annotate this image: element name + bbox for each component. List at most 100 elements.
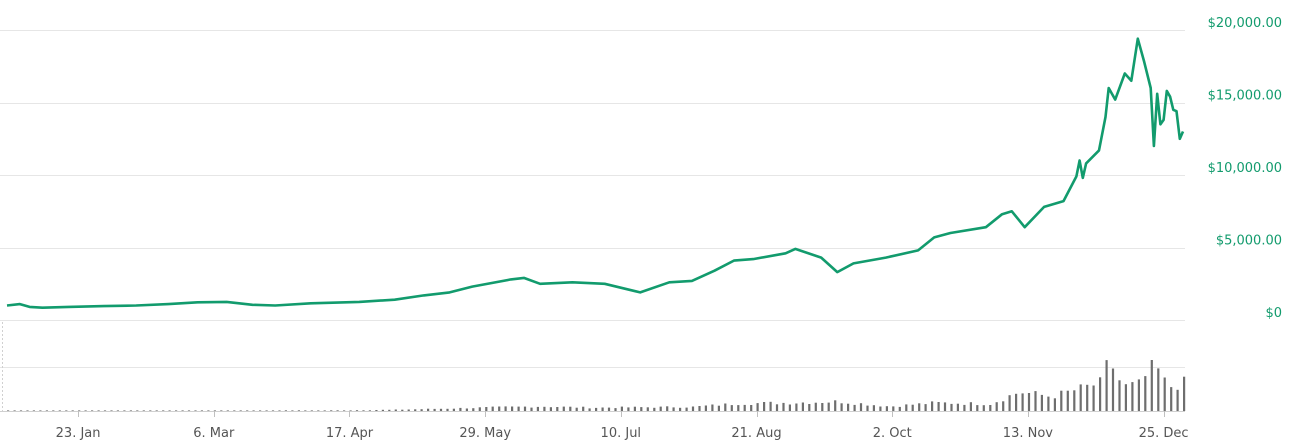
volume-bar (84, 410, 87, 411)
volume-bar (58, 410, 61, 411)
volume-bar (653, 407, 656, 411)
volume-bar (368, 410, 371, 411)
volume-bar (982, 405, 985, 411)
volume-bar (271, 410, 275, 411)
volume-bar (1034, 391, 1037, 411)
volume-bar (291, 410, 294, 411)
volume-bar (963, 404, 966, 411)
volume-bar (103, 410, 107, 411)
y-axis-labels: $0 $5,000.00 $10,000.00 $15,000.00 $20,000.0… (1208, 16, 1282, 321)
volume-bar (685, 407, 688, 411)
volume-bar (407, 409, 410, 411)
volume-bar (1157, 368, 1160, 411)
volume-bar (349, 410, 352, 411)
volume-bar (1131, 382, 1134, 411)
volume-bar (478, 407, 481, 411)
volume-bar (97, 410, 100, 411)
volume-bar (808, 404, 811, 411)
volume-bar (433, 408, 436, 411)
volume-bar (1015, 393, 1018, 411)
volume-bar (556, 407, 559, 411)
volume-bar (110, 410, 113, 411)
volume-bar (937, 402, 940, 411)
volume-bar (52, 410, 55, 411)
volume-bar (847, 403, 850, 411)
volume-bar (381, 409, 384, 411)
volume-bar (627, 407, 630, 411)
volume-bar (1021, 393, 1024, 411)
x-axis-labels: 23. Jan 6. Mar 17. Apr 29. May 10. Jul 21. Au… (56, 426, 1189, 441)
y-tick-label: $0 (1265, 306, 1282, 321)
y-tick-label: $15,000.00 (1208, 89, 1282, 104)
volume-bar (536, 406, 539, 411)
volume-bar (595, 407, 598, 411)
volume-bar (924, 404, 927, 411)
volume-bar (414, 409, 417, 411)
volume-bar (1170, 387, 1173, 411)
volume-bar (872, 405, 875, 411)
volume-bar (801, 402, 804, 411)
volume-bar (614, 408, 617, 411)
volume-bar (1124, 384, 1127, 411)
volume-bar (1027, 393, 1031, 411)
volume-bar (523, 406, 527, 411)
volume-bar (362, 410, 365, 411)
volume-bar (517, 406, 520, 411)
volume-bar (136, 410, 139, 411)
volume-bar (1079, 384, 1082, 411)
volume-bar (459, 407, 462, 411)
volume-bar (931, 401, 934, 411)
volume-bar (743, 404, 746, 411)
volume-bar (672, 407, 675, 411)
volume-bar (956, 403, 959, 411)
volume-bar (465, 408, 468, 411)
volume-bar (485, 407, 488, 411)
volume-bar (601, 407, 604, 411)
volume-bar (207, 410, 210, 411)
volume-bar (149, 410, 152, 411)
volume-bar (814, 402, 817, 411)
volume-bar (213, 410, 216, 411)
volume-bar (7, 410, 10, 411)
volume-bar (737, 405, 740, 411)
volume-bar (187, 410, 191, 411)
volume-bar (39, 410, 42, 411)
volume-bar (588, 408, 591, 411)
volume-bar (239, 410, 242, 411)
volume-bar (452, 408, 455, 411)
volume-bar (330, 410, 333, 411)
volume-bar (181, 410, 184, 411)
volume-bar (640, 407, 643, 411)
volume-bar (698, 406, 701, 411)
volume-bar (1099, 377, 1102, 411)
volume-bar (155, 410, 158, 411)
volume-bar (821, 403, 824, 411)
volume-bar (304, 410, 307, 411)
grid (0, 30, 1185, 417)
y-tick-label: $10,000.00 (1208, 161, 1282, 176)
volume-bar (840, 403, 843, 411)
volume-bar (32, 410, 35, 411)
volume-bar (562, 406, 565, 411)
volume-bar (691, 406, 695, 411)
volume-bar (659, 406, 662, 411)
x-tick-label: 6. Mar (193, 426, 235, 441)
volume-bar (549, 407, 552, 411)
y-tick-label: $5,000.00 (1216, 234, 1282, 249)
volume-bar (853, 404, 856, 411)
volume-bar (1002, 401, 1005, 411)
volume-bar (317, 410, 320, 411)
volume-bar (1118, 380, 1121, 411)
volume-bar (750, 405, 753, 411)
volume-bar (788, 404, 791, 411)
volume-bar (911, 404, 914, 411)
volume-bar (394, 409, 397, 411)
volume-bar (607, 407, 611, 411)
x-tick-label: 17. Apr (326, 426, 374, 441)
volume-bar (885, 406, 888, 411)
volume-bar (175, 410, 178, 411)
volume-bar (795, 403, 798, 411)
volume-bar (220, 410, 223, 411)
